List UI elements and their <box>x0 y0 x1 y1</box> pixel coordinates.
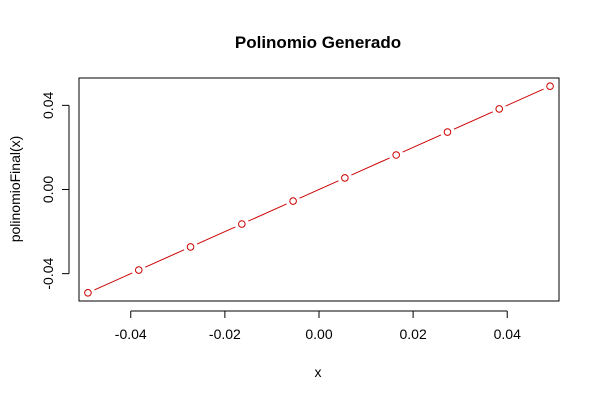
x-axis: -0.04 -0.02 0.00 0.02 0.04 <box>115 310 521 342</box>
x-axis-label: x <box>315 364 322 380</box>
data-point <box>443 128 452 136</box>
x-tick-label: 0.02 <box>399 326 426 342</box>
series-segment <box>94 272 133 291</box>
chart-title: Polinomio Generado <box>235 33 401 52</box>
series-segment <box>196 226 236 245</box>
series-segment <box>351 157 390 176</box>
y-axis-label: polinomioFinal(x) <box>7 136 23 243</box>
series-segment <box>402 134 442 153</box>
data-point <box>341 174 349 182</box>
y-axis: -0.04 0.00 0.04 <box>40 92 70 290</box>
data-point <box>392 151 400 159</box>
x-tick-label: -0.04 <box>115 326 147 342</box>
data-point <box>238 220 246 228</box>
series-segment <box>299 180 339 199</box>
data-point <box>186 243 195 251</box>
y-tick-label: -0.04 <box>40 257 56 289</box>
x-tick-label: -0.02 <box>209 326 241 342</box>
series-segment <box>248 203 287 222</box>
plot-frame <box>78 77 560 302</box>
data-point <box>134 266 143 274</box>
series-layer <box>84 82 554 297</box>
series-segment <box>505 88 544 107</box>
data-point <box>495 105 504 113</box>
series-segment <box>453 111 493 130</box>
series-segment <box>145 249 185 268</box>
x-tick-label: 0.00 <box>305 326 332 342</box>
y-tick-label: 0.00 <box>40 176 56 203</box>
y-tick-label: 0.04 <box>40 92 56 119</box>
x-tick-label: 0.04 <box>494 326 521 342</box>
data-point <box>546 82 554 91</box>
data-point <box>289 197 297 205</box>
data-point <box>84 288 92 297</box>
